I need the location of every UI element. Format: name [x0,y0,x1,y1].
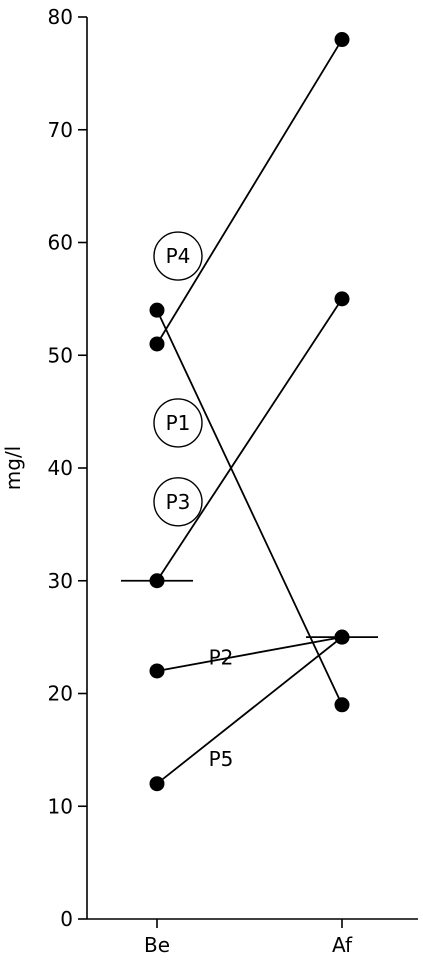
series-line-p5 [156,636,343,785]
axes: 0 10 20 30 40 50 60 70 80 Be Af [48,5,418,957]
y-ticks: 0 10 20 30 40 50 60 70 80 [48,5,87,931]
data-point-p4 [334,32,350,48]
data-point-p1 [149,302,165,318]
y-tick-label: 10 [48,794,73,818]
series-points [149,32,350,792]
data-point-p4 [149,336,165,352]
series-line-p4 [156,39,343,345]
series-label-circle [153,231,203,281]
series-label-p4: P4 [166,244,191,268]
x-tick-label: Be [144,933,170,957]
series-label-circle [153,398,203,448]
y-tick-label: 40 [48,456,73,480]
series-labels: P4 P1 P3 P2 P5 [153,231,234,771]
series-label-p2: P2 [209,645,234,669]
series-line-p3 [156,298,343,582]
data-point-p2 [149,663,165,679]
y-tick-label: 50 [48,343,73,367]
series-label-p1: P1 [166,411,191,435]
y-tick-label: 60 [48,231,73,255]
series-label-p3: P3 [166,490,191,514]
y-tick-label: 0 [60,907,73,931]
data-point-p5 [149,776,165,792]
data-point-p1 [334,697,350,713]
data-point-p3 [149,573,165,589]
x-ticks: Be Af [144,919,353,957]
data-point-p5 [334,629,350,645]
series-line-p1 [156,309,343,706]
y-tick-label: 80 [48,5,73,29]
series-lines [156,39,343,785]
x-tick-label: Af [332,933,353,957]
series-label-circle [153,477,203,527]
reference-marks [121,579,378,639]
y-axis-title: mg/l [1,446,25,490]
data-point-p3 [334,291,350,307]
y-tick-label: 70 [48,118,73,142]
y-tick-label: 20 [48,682,73,706]
series-label-p5: P5 [209,747,234,771]
y-tick-label: 30 [48,569,73,593]
series-line-p2 [156,636,343,672]
